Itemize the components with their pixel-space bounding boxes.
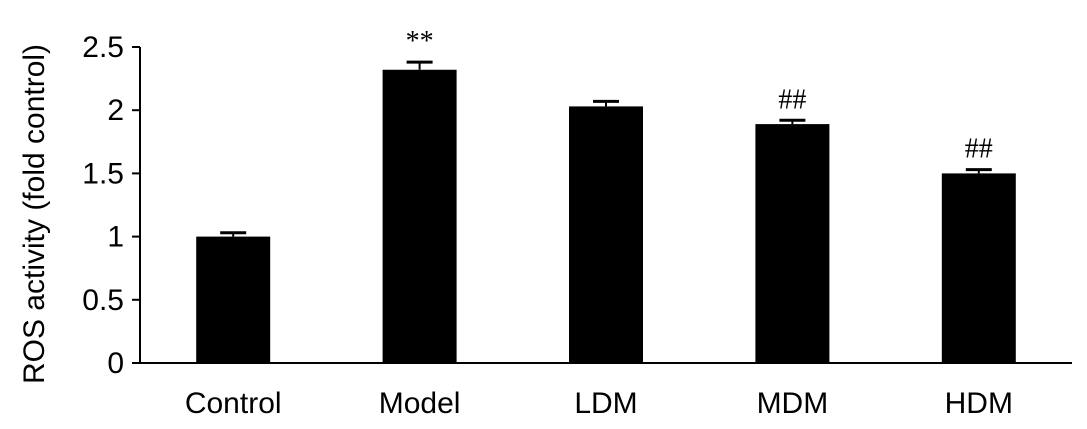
error-bars (220, 60, 992, 237)
y-tick-label: 1 (107, 221, 124, 254)
y-tick-label: 2 (107, 94, 124, 127)
bars (196, 69, 1016, 364)
bar-model (382, 69, 457, 363)
bar-ldm (569, 106, 643, 364)
x-tick-label-mdm: MDM (757, 387, 829, 420)
y-tick-label: 0 (107, 347, 124, 380)
y-axis-label: ROS activity (fold control) (18, 44, 51, 384)
x-tick-label-ldm: LDM (574, 387, 637, 420)
y-tick-label: 1.5 (82, 157, 124, 190)
significance-model: ** (406, 26, 434, 57)
significance-annotations: ** ## ## (406, 26, 993, 164)
significance-mdm: ## (778, 84, 806, 115)
x-tick-label-control: Control (185, 387, 282, 420)
significance-hdm: ## (965, 134, 993, 165)
x-tick-label-model: Model (379, 387, 461, 420)
x-tick-label-hdm: HDM (945, 387, 1013, 420)
bar-control (196, 236, 271, 363)
y-tick-label: 2.5 (82, 31, 124, 64)
bar-hdm (941, 173, 1016, 363)
y-tick-label: 0.5 (82, 284, 124, 317)
y-ticks: 0 0.5 1 1.5 2 2.5 (82, 31, 140, 380)
x-tick-labels: Control Model LDM MDM HDM (185, 387, 1013, 420)
bar-mdm (755, 124, 830, 363)
